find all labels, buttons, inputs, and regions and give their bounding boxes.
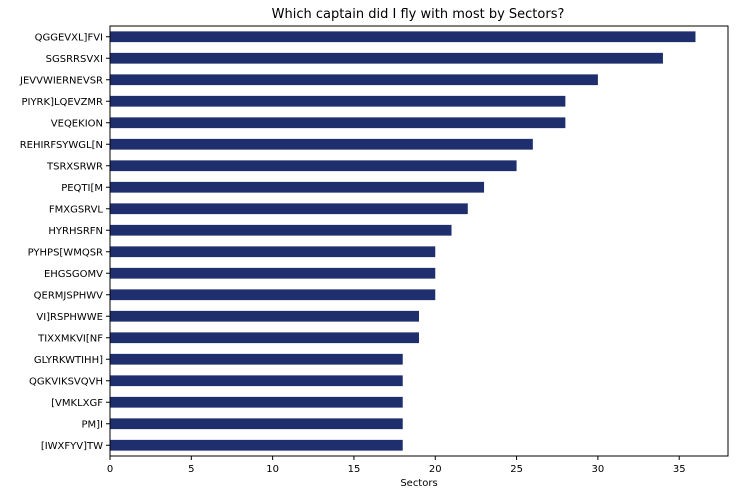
bar [110, 181, 485, 193]
x-tick-label: 20 [429, 464, 442, 475]
y-tick-label: EHGSGOMV [44, 269, 103, 280]
y-tick-label: [IWXFYV]TW [41, 441, 103, 452]
y-tick-label: VI]RSPHWWE [36, 312, 103, 323]
y-tick-label: QERMJSPHWV [34, 290, 104, 301]
y-tick-label: PYHPS[WMQSR [28, 247, 103, 258]
bar [110, 117, 566, 129]
y-tick-label: [VMKLXGF [51, 398, 103, 409]
bar [110, 52, 663, 64]
y-tick-label: QGGEVXL]FVI [35, 32, 103, 43]
bars-group [110, 31, 696, 451]
y-tick-label: PM]I [81, 419, 103, 430]
y-tick-label: TIXXMKVI[NF [37, 333, 103, 344]
y-axis-ticks: QGGEVXL]FVI SGSRRSVXI JEVVWIERNEVSR PIYRK]L… [19, 32, 110, 452]
bar [110, 160, 517, 172]
y-tick-label: GLYRKWTIHH] [34, 355, 103, 366]
y-tick-label: JEVVWIERNEVSR [19, 75, 103, 86]
x-axis-ticks: 0 5 10 15 20 25 30 35 [107, 456, 686, 475]
bar [110, 31, 696, 43]
bar [110, 310, 419, 322]
y-tick-label: SGSRRSVXI [46, 54, 103, 65]
y-tick-label: REHIRFSYWGL[N [20, 140, 103, 151]
x-tick-label: 0 [107, 464, 113, 475]
bar [110, 246, 436, 258]
bar [110, 353, 403, 365]
chart-title: Which captain did I fly with most by Sec… [272, 7, 565, 22]
bar [110, 375, 403, 387]
bar [110, 439, 403, 451]
y-tick-label: HYRHSRFN [48, 226, 103, 237]
bar [110, 267, 436, 279]
bar [110, 289, 436, 301]
bar [110, 138, 533, 150]
bar [110, 396, 403, 408]
y-tick-label: FMXGSRVL [49, 204, 104, 215]
bar [110, 224, 452, 236]
bar [110, 332, 419, 344]
y-tick-label: VEQEKION [51, 118, 103, 129]
x-axis-label: Sectors [400, 478, 437, 489]
y-tick-label: PEQTI[M [61, 183, 103, 194]
bar [110, 95, 566, 107]
y-tick-label: TSRXSRWR [46, 161, 103, 172]
x-tick-label: 35 [673, 464, 686, 475]
x-tick-label: 25 [510, 464, 523, 475]
bar [110, 203, 468, 215]
y-tick-label: QGKVIKSVQVH [29, 376, 103, 387]
plot-frame [109, 25, 729, 457]
y-tick-label: PIYRK]LQEVZMR [21, 97, 103, 108]
x-tick-label: 30 [592, 464, 605, 475]
x-tick-label: 5 [188, 464, 194, 475]
x-tick-label: 10 [266, 464, 279, 475]
x-tick-label: 15 [348, 464, 361, 475]
bar [110, 418, 403, 430]
bar [110, 74, 598, 86]
